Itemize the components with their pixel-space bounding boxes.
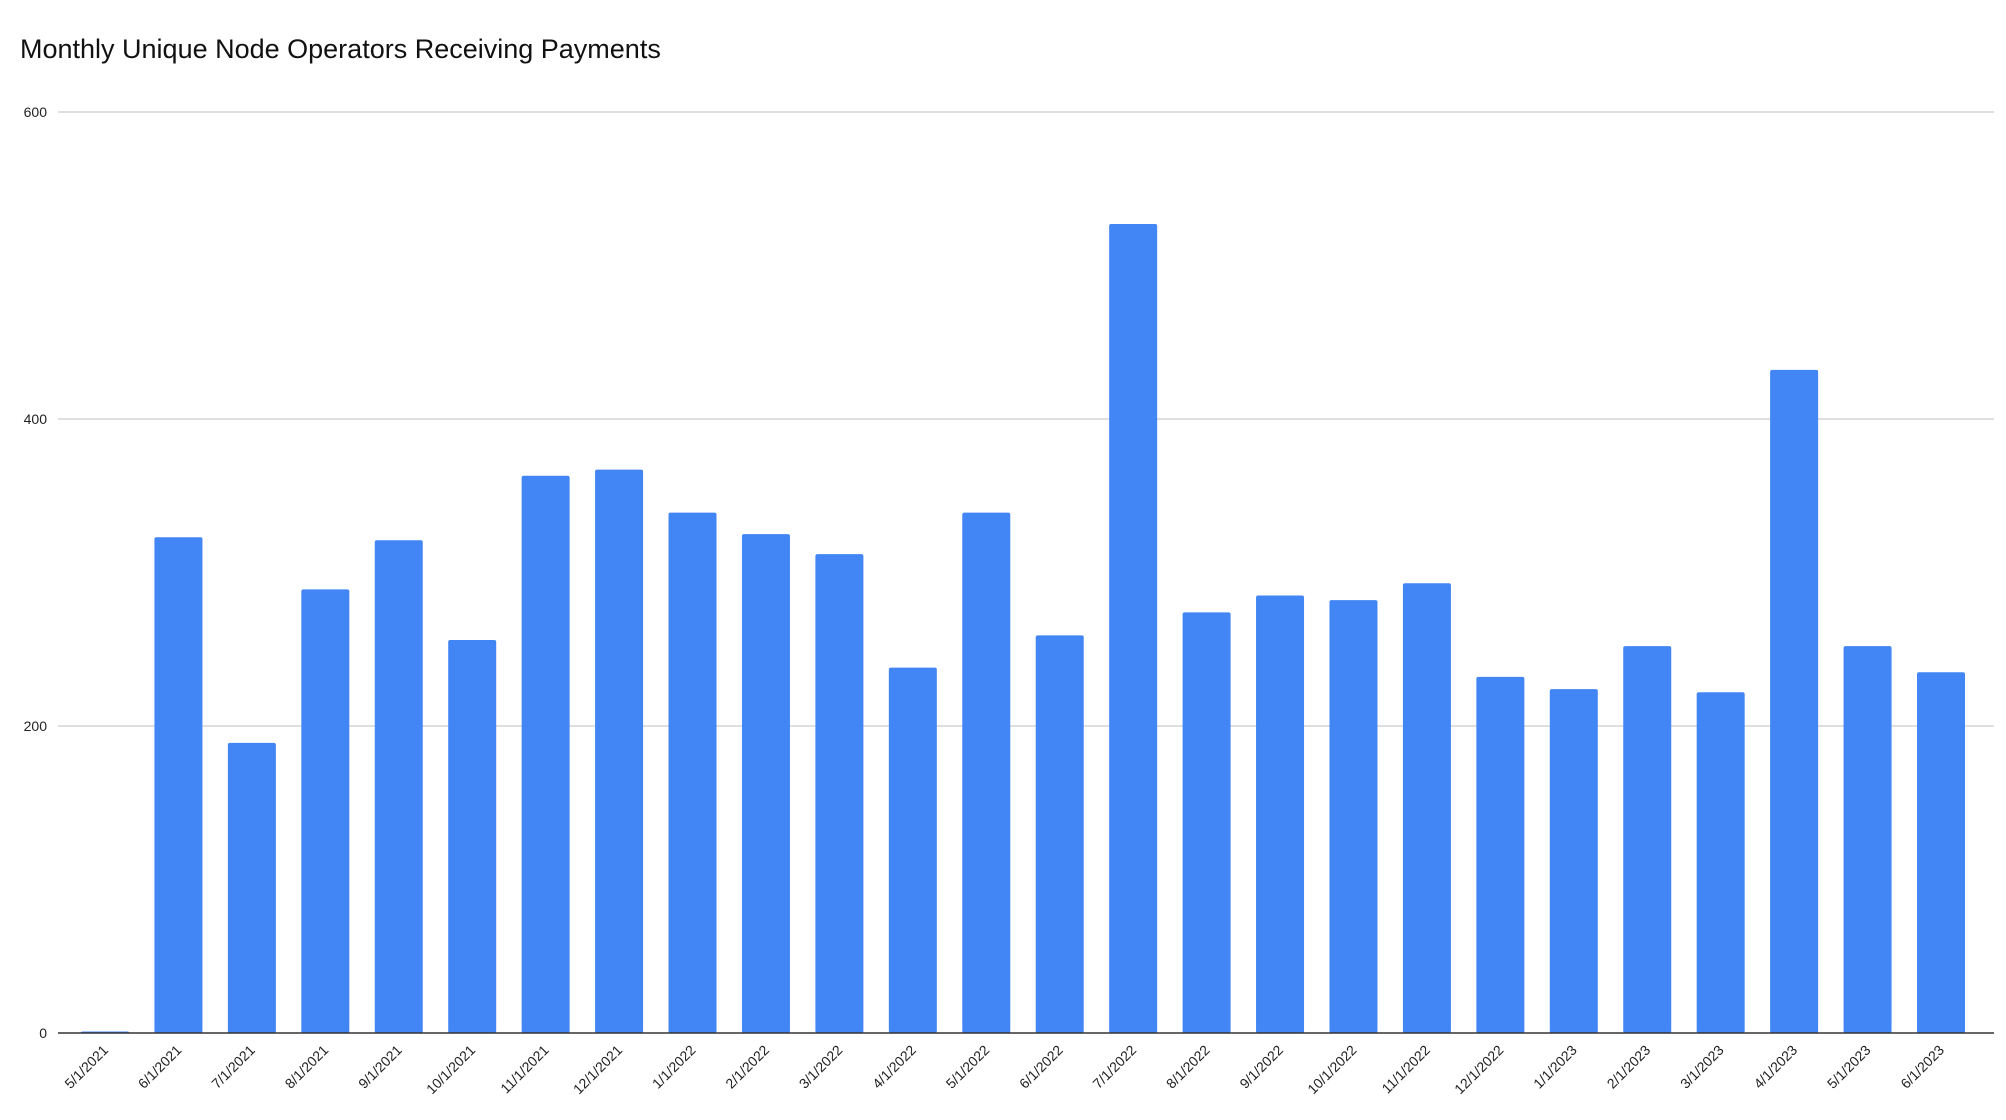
bar (1035, 635, 1084, 1033)
bar (1696, 692, 1745, 1033)
bar (1109, 224, 1158, 1033)
x-tick-label: 6/1/2022 (1016, 1042, 1066, 1092)
bar (962, 512, 1011, 1033)
bar (1402, 583, 1451, 1033)
chart-title: Monthly Unique Node Operators Receiving … (20, 34, 661, 64)
bar (1623, 646, 1672, 1033)
y-tick-label: 600 (24, 104, 48, 120)
x-tick-label: 12/1/2021 (570, 1042, 626, 1098)
bar (1843, 646, 1892, 1033)
x-tick-label: 8/1/2022 (1163, 1042, 1213, 1092)
bar (301, 589, 350, 1033)
x-tick-label: 1/1/2022 (649, 1042, 699, 1092)
bar (374, 540, 423, 1033)
x-tick-label: 11/1/2022 (1378, 1042, 1433, 1097)
bar (1917, 672, 1965, 1033)
bar (448, 640, 497, 1033)
y-tick-label: 200 (24, 718, 48, 734)
bar (741, 534, 790, 1033)
x-tick-label: 8/1/2021 (282, 1042, 332, 1092)
bar (1476, 676, 1525, 1033)
bar (1329, 600, 1378, 1033)
x-tick-label: 5/1/2021 (61, 1042, 111, 1092)
x-tick-label: 5/1/2022 (943, 1042, 993, 1092)
x-tick-label: 5/1/2023 (1824, 1042, 1874, 1092)
x-tick-label: 10/1/2022 (1304, 1042, 1360, 1098)
bar (1182, 612, 1231, 1033)
x-tick-label: 7/1/2021 (208, 1042, 258, 1092)
bar (154, 537, 203, 1033)
x-tick-label: 6/1/2021 (135, 1042, 185, 1092)
bar (521, 475, 570, 1033)
bar (815, 554, 864, 1033)
x-tick-label: 7/1/2022 (1089, 1042, 1139, 1092)
bar (1256, 595, 1305, 1033)
y-tick-label: 400 (24, 411, 48, 427)
x-tick-label: 4/1/2023 (1750, 1042, 1800, 1092)
x-tick-label: 4/1/2022 (869, 1042, 919, 1092)
bar (1770, 369, 1819, 1033)
y-axis-tick-labels: 0 200 400 600 (24, 104, 48, 1041)
x-tick-label: 12/1/2022 (1451, 1042, 1507, 1098)
bar (595, 469, 644, 1033)
x-tick-label: 1/1/2023 (1530, 1042, 1580, 1092)
bar (888, 667, 937, 1033)
x-tick-label: 9/1/2022 (1236, 1042, 1286, 1092)
bar (668, 512, 717, 1033)
x-axis-tick-labels: 5/1/2021 6/1/2021 7/1/2021 8/1/2021 9/1/2021… (61, 1042, 1947, 1098)
x-tick-label: 11/1/2021 (497, 1042, 552, 1097)
bars (81, 224, 1965, 1033)
x-tick-label: 3/1/2023 (1677, 1042, 1727, 1092)
x-tick-label: 3/1/2022 (796, 1042, 846, 1092)
x-tick-label: 2/1/2022 (722, 1042, 772, 1092)
y-tick-label: 0 (39, 1025, 47, 1041)
x-tick-label: 9/1/2021 (355, 1042, 405, 1092)
x-tick-label: 2/1/2023 (1604, 1042, 1654, 1092)
x-tick-label: 6/1/2023 (1897, 1042, 1947, 1092)
bar (227, 742, 276, 1033)
x-tick-label: 10/1/2021 (423, 1042, 479, 1098)
bar (1549, 689, 1598, 1033)
